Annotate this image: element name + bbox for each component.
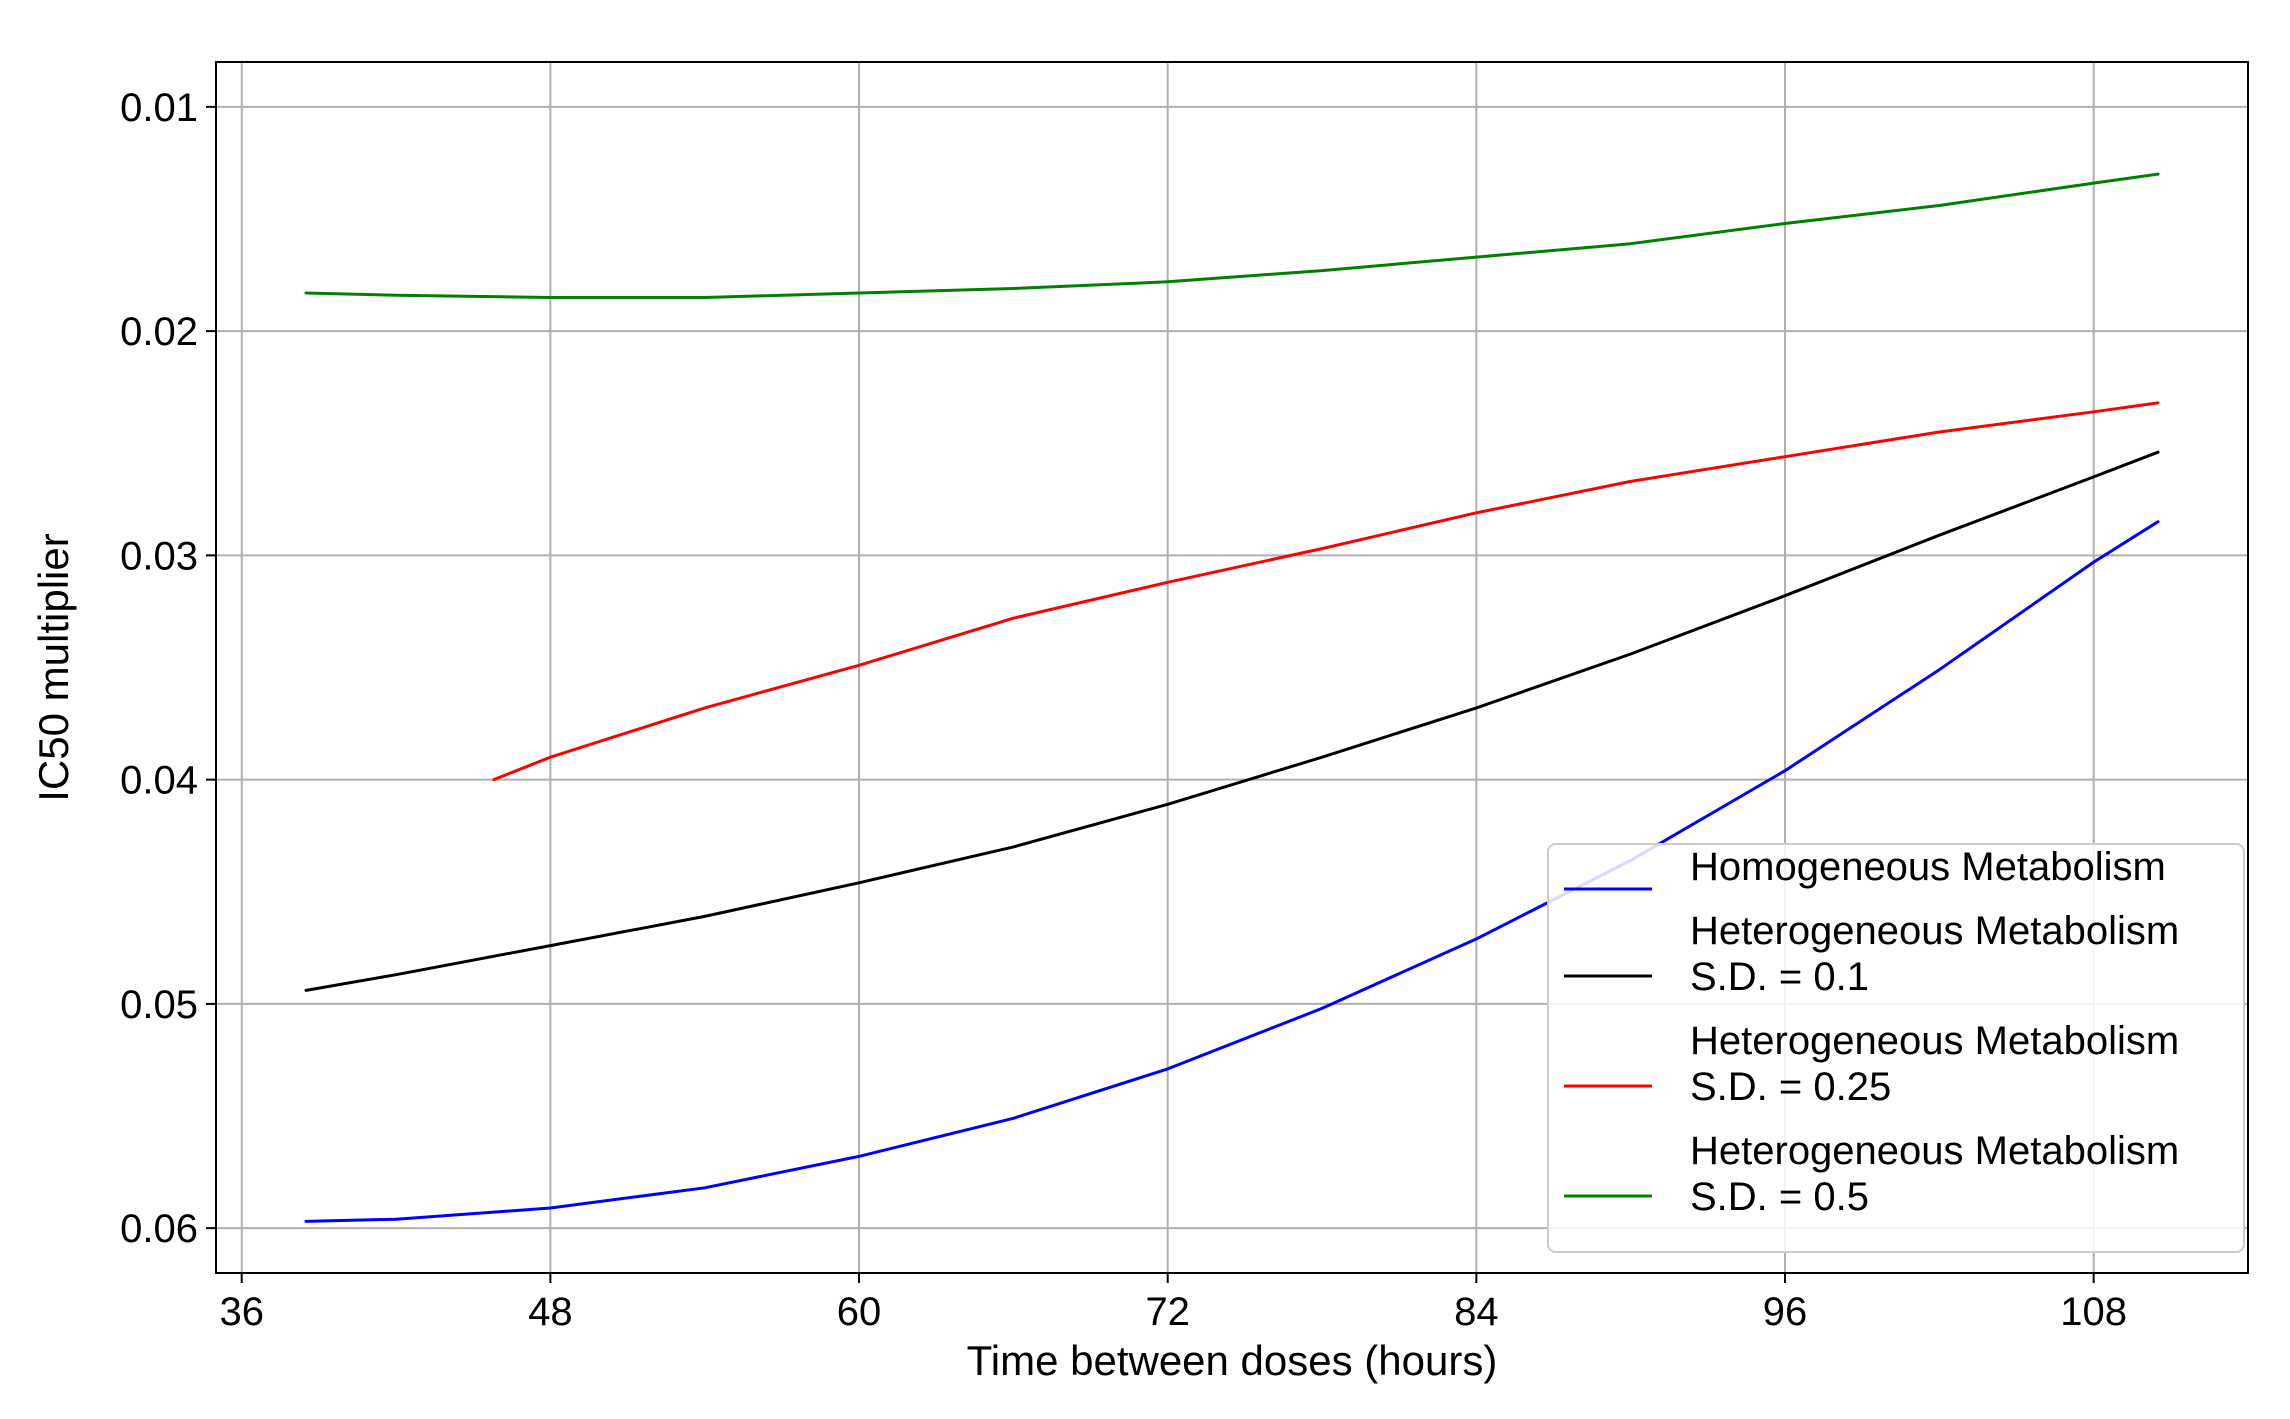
y-axis-label: IC50 multiplier	[30, 533, 77, 801]
x-tick-label: 96	[1763, 1290, 1808, 1334]
x-tick-label: 108	[2060, 1290, 2127, 1334]
legend-label-2: Heterogeneous Metabolism S.D. = 0.1	[1690, 909, 2179, 999]
y-axis: 0.01 0.02 0.03 0.04 0.05 0.06	[120, 86, 216, 1251]
legend: Homogeneous Metabolism Heterogeneous Meta…	[1547, 843, 2245, 1253]
y-tick-label: 0.05	[120, 983, 198, 1027]
series-line-3	[492, 401, 2160, 782]
y-tick-label: 0.06	[120, 1207, 198, 1251]
y-tick-label: 0.04	[120, 759, 198, 803]
x-tick-label: 36	[219, 1290, 264, 1334]
legend-box	[1547, 843, 2245, 1253]
series-line-1	[304, 520, 2160, 1223]
x-axis-label: Time between doses (hours)	[967, 1337, 1498, 1384]
x-tick-label: 72	[1145, 1290, 1190, 1334]
y-tick-label: 0.01	[120, 86, 198, 130]
x-axis: 36 48 60 72 84 96 108	[219, 1273, 2127, 1334]
plot-area-frame	[215, 61, 2249, 1274]
x-tick-label: 60	[837, 1290, 882, 1334]
series-line-2	[304, 450, 2160, 992]
series-line-4	[304, 172, 2160, 299]
y-tick-label: 0.03	[120, 534, 198, 578]
series-lines	[304, 172, 2160, 1223]
x-tick-label: 84	[1454, 1290, 1499, 1334]
legend-label-4: Heterogeneous Metabolism S.D. = 0.5	[1690, 1129, 2179, 1219]
y-tick-label: 0.02	[120, 310, 198, 354]
legend-label-3: Heterogeneous Metabolism S.D. = 0.25	[1690, 1019, 2179, 1109]
legend-label-1: Homogeneous Metabolism	[1690, 845, 2166, 889]
x-tick-label: 48	[528, 1290, 573, 1334]
